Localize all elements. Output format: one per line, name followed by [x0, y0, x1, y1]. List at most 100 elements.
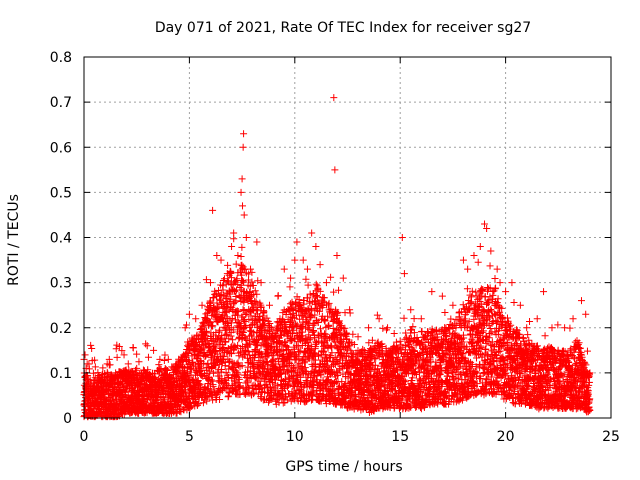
data-point	[207, 376, 215, 384]
data-point	[129, 344, 137, 352]
data-point	[277, 369, 285, 377]
data-point	[346, 309, 354, 317]
data-point	[248, 292, 256, 300]
chart-title: Day 071 of 2021, Rate Of TEC Index for r…	[155, 20, 531, 36]
data-point	[163, 366, 171, 374]
data-point	[284, 381, 292, 389]
data-point	[242, 335, 250, 343]
data-point	[252, 298, 260, 306]
data-point	[486, 262, 494, 270]
data-point	[298, 332, 306, 340]
data-point	[246, 340, 254, 348]
data-point	[240, 278, 248, 286]
data-point	[224, 373, 232, 381]
data-point	[255, 336, 263, 344]
data-point	[305, 324, 313, 332]
data-point	[208, 322, 216, 330]
data-point	[253, 307, 261, 315]
data-point	[317, 325, 325, 333]
data-point	[189, 358, 197, 366]
data-point	[195, 400, 203, 408]
data-point	[283, 396, 291, 404]
data-point	[248, 268, 256, 276]
data-point	[234, 341, 242, 349]
data-point	[306, 334, 314, 342]
data-point	[85, 365, 93, 373]
data-point	[291, 314, 299, 322]
data-point	[89, 369, 97, 377]
data-point	[228, 350, 236, 358]
data-point	[242, 311, 250, 319]
data-point	[279, 399, 287, 407]
data-point	[303, 318, 311, 326]
data-point	[248, 278, 256, 286]
data-point	[121, 388, 129, 396]
data-point	[216, 396, 224, 404]
data-point	[199, 399, 207, 407]
data-point	[133, 350, 141, 358]
data-point	[88, 345, 96, 353]
data-point	[286, 283, 294, 291]
data-point	[292, 341, 300, 349]
data-point	[259, 354, 267, 362]
data-point	[118, 347, 126, 355]
data-point	[263, 314, 271, 322]
data-point	[203, 397, 211, 405]
data-point	[306, 290, 314, 298]
data-point	[400, 314, 408, 322]
data-point	[194, 401, 202, 409]
data-point	[276, 340, 284, 348]
data-point	[196, 366, 204, 374]
data-point	[239, 277, 247, 285]
data-point	[212, 329, 220, 337]
data-point	[239, 384, 247, 392]
data-point	[227, 268, 235, 276]
data-point	[192, 341, 200, 349]
data-point	[470, 315, 478, 323]
data-point	[161, 351, 169, 359]
data-point	[155, 361, 163, 369]
data-point	[228, 364, 236, 372]
data-point	[204, 360, 212, 368]
data-point	[188, 359, 196, 367]
data-point	[94, 369, 102, 377]
data-point	[244, 348, 252, 356]
data-point	[286, 349, 294, 357]
data-point	[240, 316, 248, 324]
data-point	[142, 340, 150, 348]
data-point	[223, 348, 231, 356]
data-point	[106, 361, 114, 369]
data-point	[254, 277, 262, 285]
data-point	[289, 330, 297, 338]
data-point	[223, 277, 231, 285]
data-point	[222, 307, 230, 315]
data-point	[237, 252, 245, 260]
data-point	[199, 319, 207, 327]
data-point	[245, 351, 253, 359]
data-point	[238, 362, 246, 370]
data-point	[208, 337, 216, 345]
data-point	[281, 338, 289, 346]
data-point	[216, 326, 224, 334]
data-point	[213, 311, 221, 319]
data-point	[212, 308, 220, 316]
data-point	[252, 306, 260, 314]
data-point	[209, 369, 217, 377]
data-point	[474, 258, 482, 266]
data-point	[225, 389, 233, 397]
data-point	[294, 361, 302, 369]
data-point	[245, 315, 253, 323]
data-point	[410, 315, 418, 323]
data-point	[208, 377, 216, 385]
data-point	[298, 387, 306, 395]
data-point	[87, 341, 95, 349]
data-point	[265, 398, 273, 406]
data-point	[301, 364, 309, 372]
data-point	[243, 309, 251, 317]
data-point	[240, 298, 248, 306]
data-point	[135, 358, 143, 366]
scatter-points	[80, 94, 594, 421]
data-point	[260, 308, 268, 316]
data-point	[307, 313, 315, 321]
